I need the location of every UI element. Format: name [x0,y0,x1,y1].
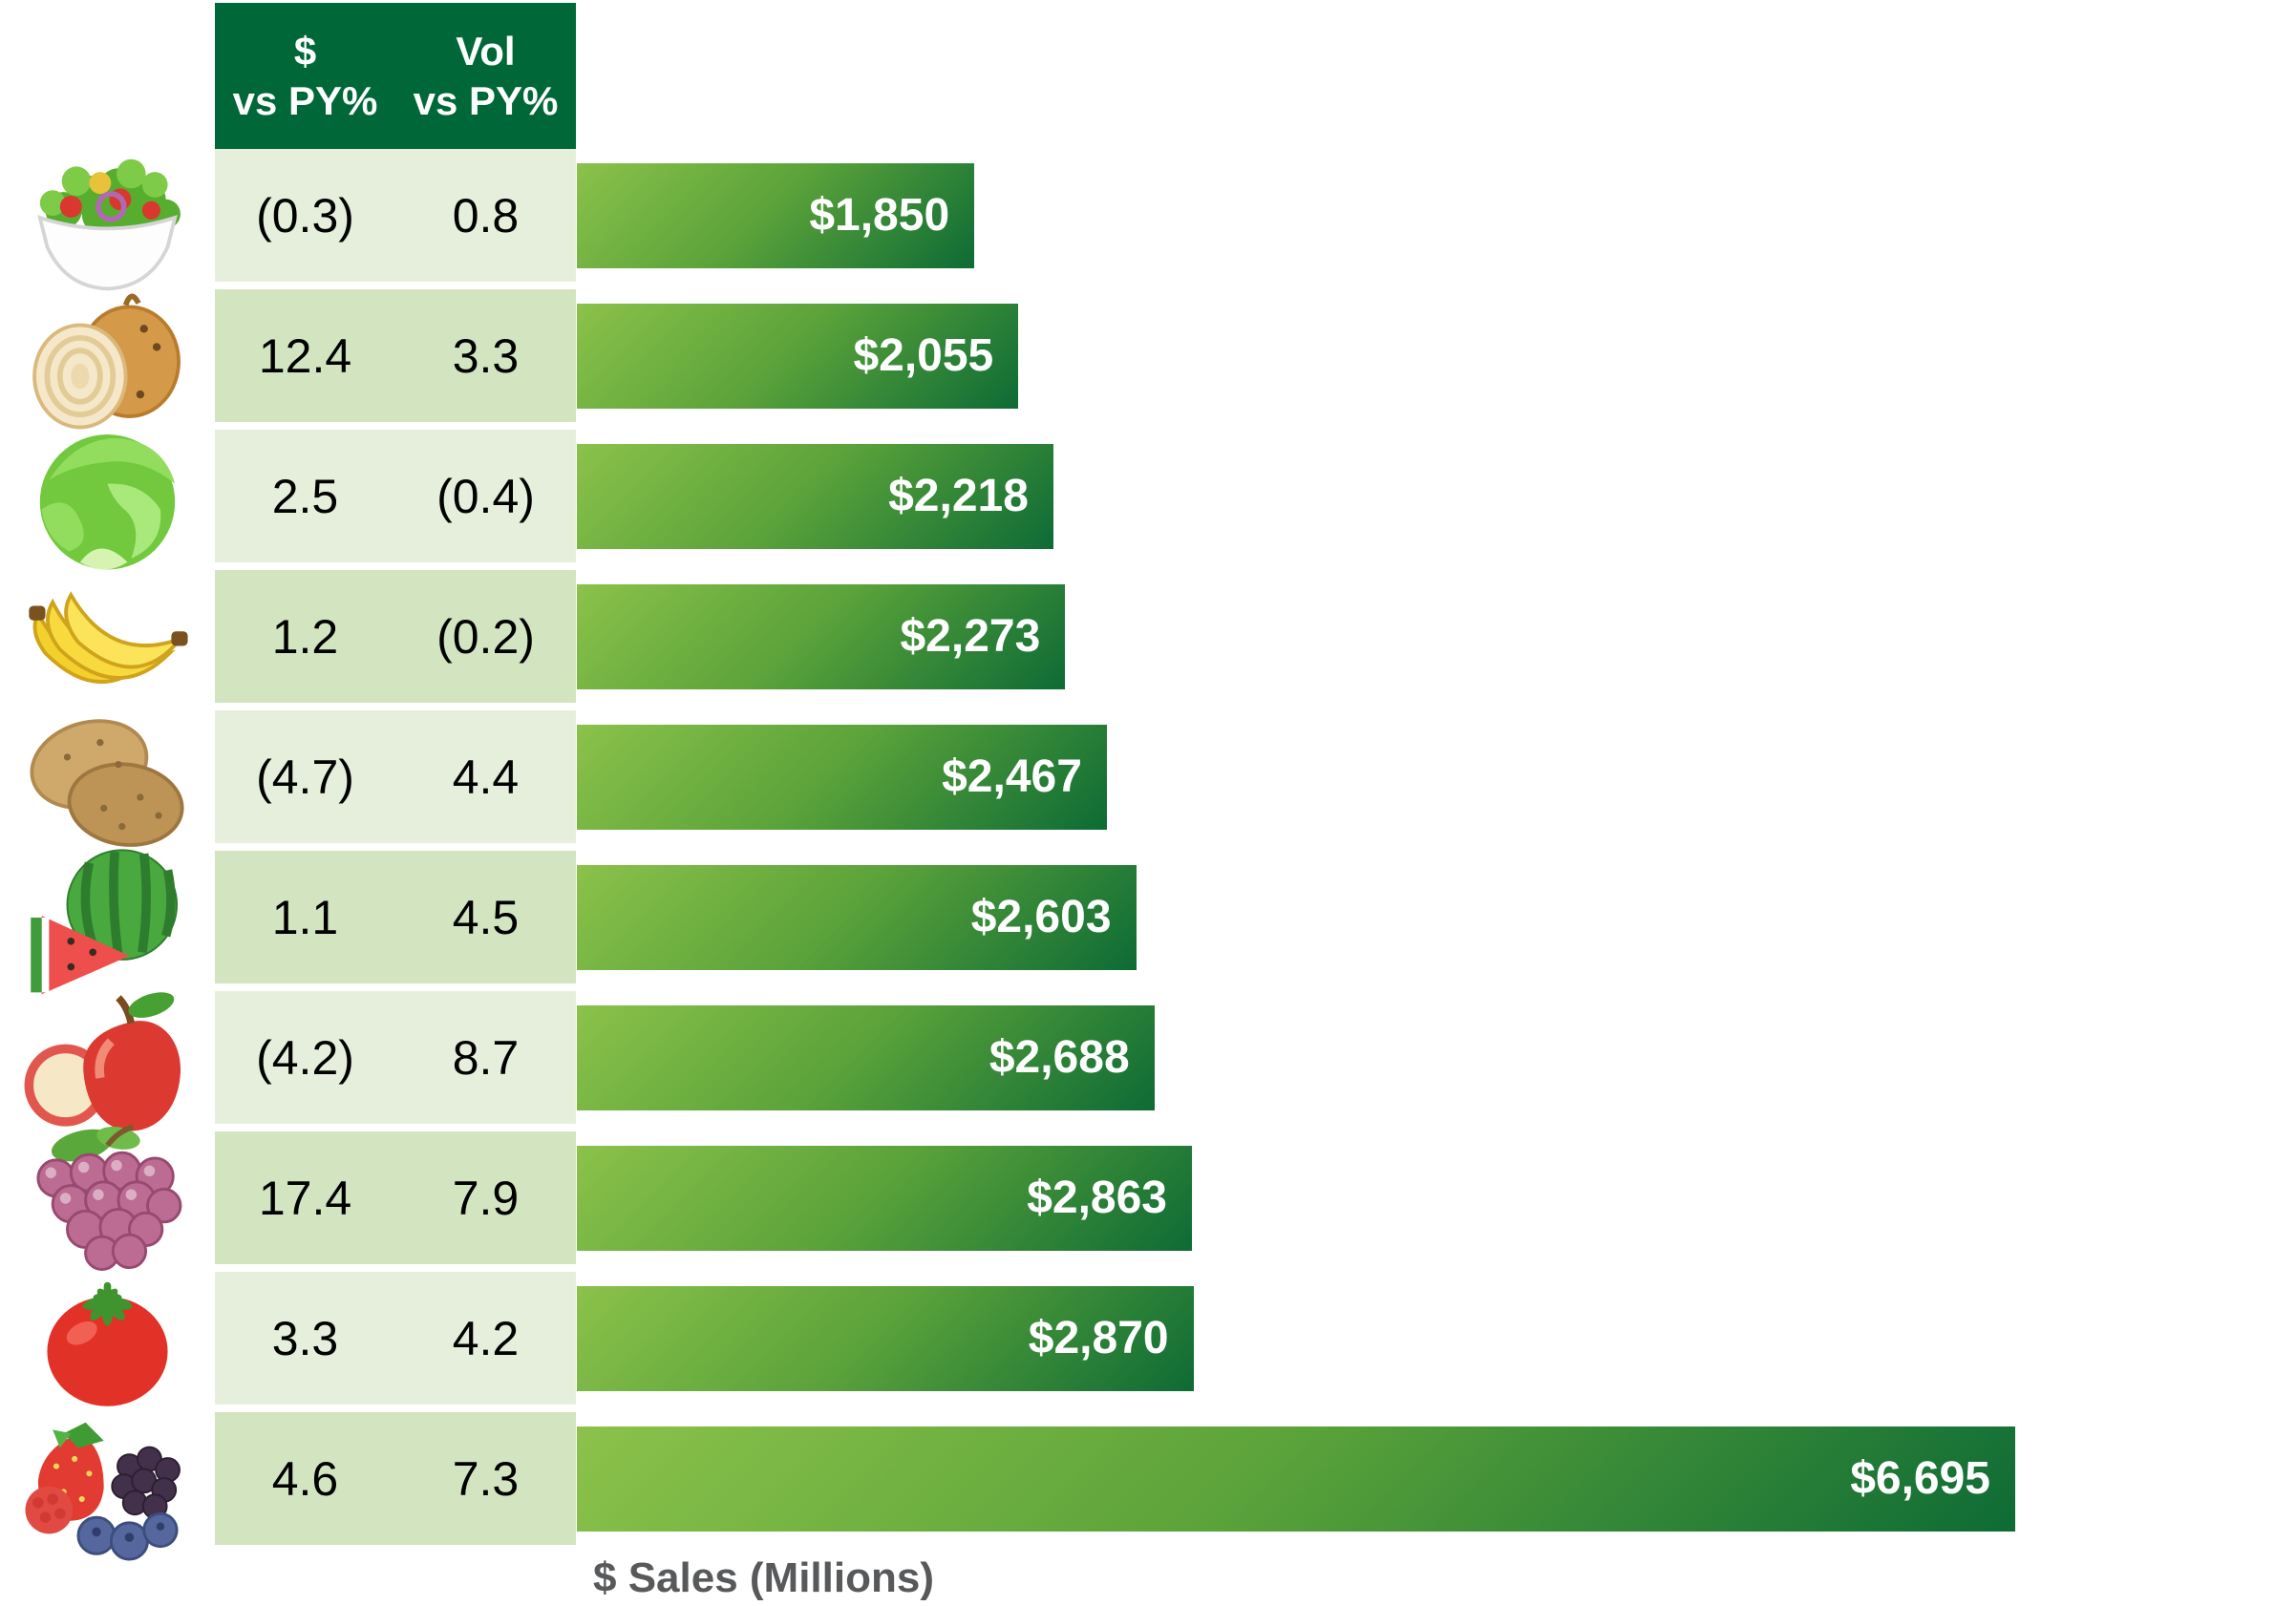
bar-track: $1,850 [577,149,2015,282]
table-row: 12.4 3.3 $2,055 [0,289,2015,429]
sales-bar: $2,218 [577,443,1053,549]
sales-bar-label: $2,603 [970,892,1112,942]
vol-vs-py-value: 0.8 [395,149,576,282]
bar-track: $2,273 [577,570,2015,703]
sales-bar: $2,467 [577,724,1107,830]
bar-track: $6,695 [577,1412,2015,1545]
header-vol-line1: Vol [456,29,516,74]
sales-bar: $2,688 [577,1004,1155,1110]
sales-bar: $2,273 [577,583,1066,689]
banana-icon [0,570,215,703]
chart-rows: (0.3) 0.8 $1,850 12.4 [0,149,2015,1561]
bar-track: $2,863 [577,1131,2015,1264]
table-row: (4.7) 4.4 $2,467 [0,710,2015,847]
vol-vs-py-value: 4.4 [395,710,576,843]
tomato-icon [0,1272,215,1406]
vol-vs-py-value: 4.5 [395,851,576,983]
dollar-vs-py-value: 3.3 [215,1272,395,1405]
sales-bar-label: $2,870 [1028,1313,1169,1363]
table-row: 3.3 4.2 $2,870 [0,1272,2015,1406]
vol-vs-py-value: (0.2) [395,570,576,703]
salad-icon [0,149,215,290]
header-vol-line2: vs PY% [413,77,559,123]
lettuce-icon [0,430,215,569]
dollar-vs-py-value: (0.3) [215,149,395,282]
dollar-vs-py-value: 12.4 [215,289,395,422]
sales-bar: $2,603 [577,864,1137,970]
sales-bar-label: $2,273 [900,611,1041,662]
header-dollar-vs-py: $ vs PY% [215,3,395,149]
dollar-vs-py-value: 17.4 [215,1131,395,1264]
table-row: 4.6 7.3 $6,695 [0,1412,2015,1561]
watermelon-icon [0,848,215,994]
bar-track: $2,055 [577,289,2015,422]
vol-vs-py-value: (0.4) [395,430,576,562]
bar-track: $2,218 [577,430,2015,562]
dollar-vs-py-value: 2.5 [215,430,395,562]
vol-vs-py-value: 7.9 [395,1131,576,1264]
bar-track: $2,603 [577,851,2015,983]
dollar-vs-py-value: 4.6 [215,1412,395,1545]
sales-bar: $2,863 [577,1145,1192,1251]
vol-vs-py-value: 7.3 [395,1412,576,1545]
dollar-vs-py-value: (4.2) [215,991,395,1124]
x-axis-label: $ Sales (Millions) [593,1554,934,1601]
onion-icon [0,289,215,429]
header-dollar-line2: vs PY% [232,77,378,123]
table-row: 17.4 7.9 $2,863 [0,1124,2015,1271]
bar-track: $2,688 [577,991,2015,1124]
vol-vs-py-value: 8.7 [395,991,576,1124]
table-row: 1.2 (0.2) $2,273 [0,570,2015,703]
sales-bar-label: $2,688 [989,1032,1130,1083]
header-dollar-line1: $ [293,29,317,74]
table-header: $ vs PY% Vol vs PY% [215,3,576,149]
sales-bar-label: $2,863 [1027,1173,1167,1223]
sales-bar-label: $6,695 [1850,1453,1990,1504]
vol-vs-py-value: 3.3 [395,289,576,422]
sales-bar-label: $2,218 [888,471,1029,521]
apple-icon [0,991,215,1131]
bar-track: $2,870 [577,1272,2015,1405]
sales-bar: $6,695 [577,1426,2015,1532]
grapes-icon [0,1124,215,1271]
sales-bar: $2,055 [577,303,1019,409]
dollar-vs-py-value: 1.1 [215,851,395,983]
sales-bar-label: $1,850 [809,190,950,241]
table-row: (0.3) 0.8 $1,850 [0,149,2015,290]
sales-bar: $1,850 [577,162,975,268]
berries-icon [0,1412,215,1561]
sales-bar: $2,870 [577,1285,1194,1391]
sales-bar-label: $2,467 [942,751,1082,802]
table-row: (4.2) 8.7 $2,688 [0,991,2015,1131]
bar-track: $2,467 [577,710,2015,843]
dollar-vs-py-value: (4.7) [215,710,395,843]
header-vol-vs-py: Vol vs PY% [395,3,576,149]
table-row: 1.1 4.5 $2,603 [0,848,2015,994]
potato-icon [0,710,215,847]
vol-vs-py-value: 4.2 [395,1272,576,1405]
dollar-vs-py-value: 1.2 [215,570,395,703]
sales-bar-label: $2,055 [853,330,994,381]
table-row: 2.5 (0.4) $2,218 [0,430,2015,569]
